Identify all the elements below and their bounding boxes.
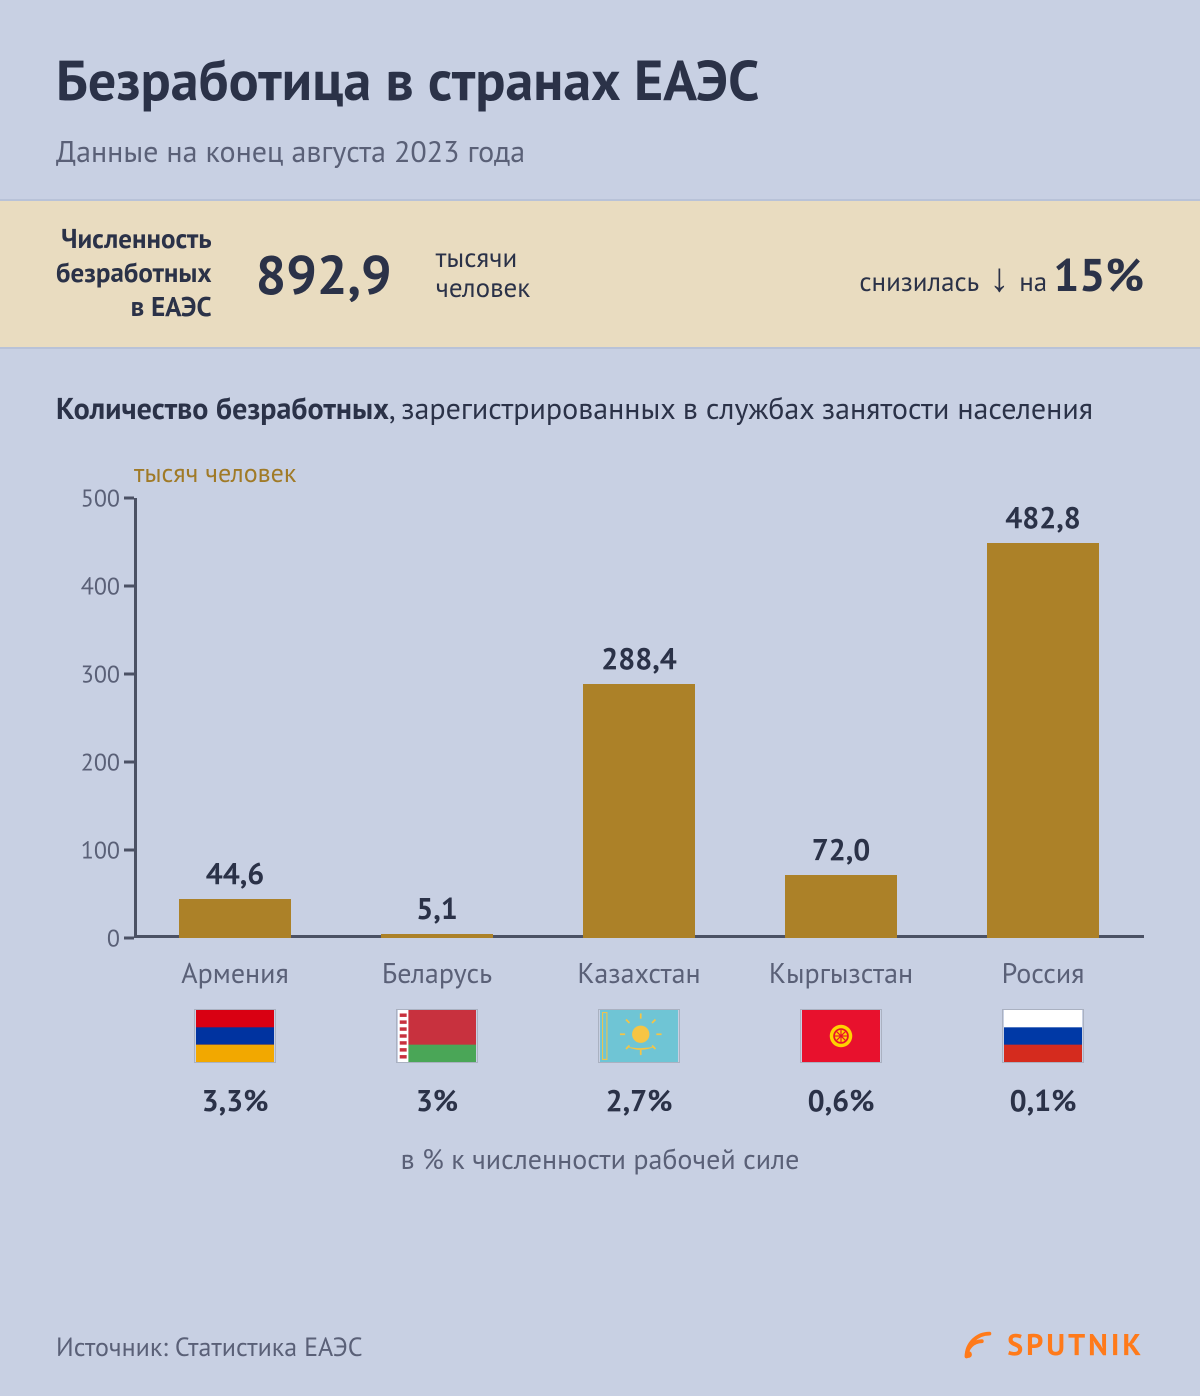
chart-title-rest: , зарегистрированных в службах занятости… — [389, 389, 1093, 428]
stat-change-on: на — [1019, 265, 1047, 299]
label-column: Кыргызстан 0,6% — [740, 954, 942, 1120]
label-column: Казахстан 2,7% — [538, 954, 740, 1120]
kyrgyzstan-flag-icon — [800, 1009, 882, 1063]
footer: Источник: Статистика ЕАЭС SPUTNIK — [56, 1291, 1144, 1364]
kazakhstan-flag-icon — [598, 1009, 680, 1063]
stat-label: Численность безработных в ЕАЭС — [56, 223, 212, 324]
label-column: Армения 3,3% — [134, 954, 336, 1120]
chart-title: Количество безработных, зарегистрированн… — [56, 389, 1144, 430]
y-tick-label: 100 — [81, 835, 120, 866]
country-label: Армения — [181, 954, 289, 991]
y-tick-label: 500 — [81, 483, 120, 514]
y-tick-mark — [124, 497, 134, 500]
stat-number: 892,9 — [256, 239, 392, 309]
chart-y-unit: тысяч человек — [134, 457, 1144, 490]
chart-area: Количество безработных, зарегистрированн… — [56, 389, 1144, 1291]
country-label: Россия — [1002, 954, 1085, 991]
page: Безработица в странах ЕАЭС Данные на кон… — [0, 0, 1200, 1396]
bar-value-label: 482,8 — [1005, 498, 1081, 537]
bar — [785, 875, 897, 938]
bar-column: 288,4 — [538, 498, 740, 938]
y-tick-label: 400 — [81, 571, 120, 602]
pct-label: 3,3% — [202, 1081, 269, 1120]
label-column: Беларусь 3% — [336, 954, 538, 1120]
stat-change: снизилась ↓ на 15% — [859, 244, 1144, 304]
armenia-flag-icon — [194, 1009, 276, 1063]
belarus-flag-icon — [396, 1009, 478, 1063]
chart-title-strong: Количество безработных — [56, 389, 389, 428]
bar — [381, 934, 493, 938]
arrow-down-icon: ↓ — [989, 251, 1009, 303]
stat-unit-l2: человек — [436, 271, 531, 305]
bar-value-label: 288,4 — [601, 639, 677, 678]
bar-value-label: 72,0 — [812, 830, 871, 869]
y-tick-mark — [124, 761, 134, 764]
bar-column: 482,8 — [942, 498, 1144, 938]
y-tick-label: 300 — [81, 659, 120, 690]
main-title: Безработица в странах ЕАЭС — [56, 48, 1144, 112]
labels-row: Армения 3,3% Беларусь 3% Казахстан 2,7% Кыргыз… — [134, 954, 1144, 1120]
brand-text: SPUTNIK — [1007, 1325, 1144, 1364]
stat-change-word: снизилась — [859, 265, 979, 299]
pct-label: 3% — [416, 1081, 458, 1120]
brand: SPUTNIK — [959, 1325, 1144, 1364]
y-tick-mark — [124, 673, 134, 676]
stat-label-l1: Численность — [61, 222, 212, 256]
y-tick-label: 200 — [81, 747, 120, 778]
country-label: Беларусь — [382, 954, 492, 991]
y-tick-mark — [124, 585, 134, 588]
subtitle: Данные на конец августа 2023 года — [56, 132, 1144, 171]
bar — [179, 899, 291, 938]
y-tick-mark — [124, 849, 134, 852]
stat-unit: тысячи человек — [436, 244, 531, 303]
stat-band: Численность безработных в ЕАЭС 892,9 тыс… — [0, 199, 1200, 348]
stat-change-pct: 15% — [1053, 244, 1144, 304]
y-tick-label: 0 — [107, 923, 120, 954]
pct-note: в % к численности рабочей силе — [56, 1140, 1144, 1177]
y-tick-mark — [124, 937, 134, 940]
bar-column: 44,6 — [134, 498, 336, 938]
pct-label: 0,6% — [808, 1081, 875, 1120]
bar-column: 5,1 — [336, 498, 538, 938]
pct-label: 2,7% — [606, 1081, 673, 1120]
country-label: Казахстан — [577, 954, 700, 991]
sputnik-icon — [959, 1326, 997, 1364]
pct-label: 0,1% — [1010, 1081, 1077, 1120]
bar — [583, 684, 695, 938]
label-column: Россия 0,1% — [942, 954, 1144, 1120]
russia-flag-icon — [1002, 1009, 1084, 1063]
bar-column: 72,0 — [740, 498, 942, 938]
source-text: Источник: Статистика ЕАЭС — [56, 1331, 363, 1364]
country-label: Кыргызстан — [769, 954, 913, 991]
bars-row: 44,6 5,1 288,4 72,0 482,8 — [134, 498, 1144, 938]
chart-plot: 0100200300400500 44,65,1288,472,0482,8 — [134, 498, 1144, 938]
bar-value-label: 5,1 — [416, 889, 458, 928]
bar — [987, 543, 1099, 938]
stat-label-l2: безработных — [56, 256, 212, 290]
bar-value-label: 44,6 — [206, 854, 265, 893]
stat-label-l3: в ЕАЭС — [131, 290, 212, 324]
